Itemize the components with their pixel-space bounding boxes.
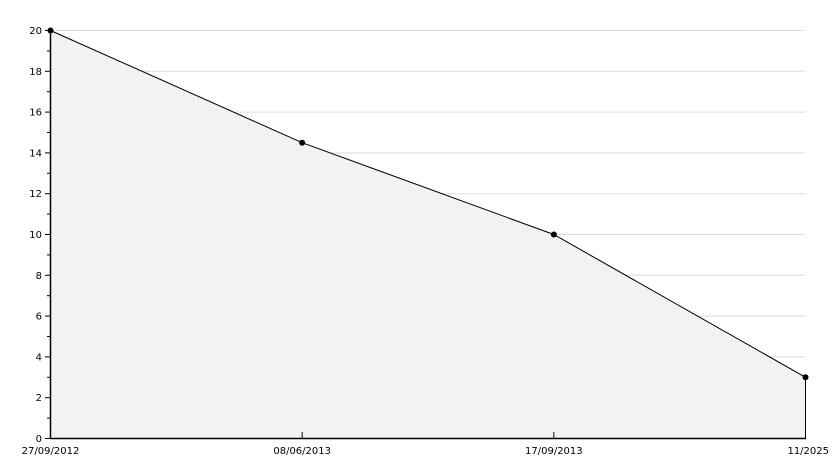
y-tick-label: 4 [36,352,42,363]
x-tick-label: 17/09/2013 [525,446,583,457]
y-tick-label: 20 [29,26,42,37]
y-tick-label: 16 [29,108,42,119]
y-axis: 0 2 4 6 8 10 12 14 16 18 20 [29,26,52,445]
x-tick-label: 11/2025 [787,446,829,457]
y-tick-label: 0 [36,434,42,445]
y-tick-label: 10 [29,230,42,241]
y-tick-label: 2 [36,393,42,404]
y-tick-label: 12 [29,189,42,200]
x-tick-label: 08/06/2013 [273,446,331,457]
data-point [550,231,557,238]
area-fill [50,30,806,438]
data-point [802,374,809,381]
data-markers [47,27,809,381]
data-point [47,27,54,34]
y-tick-label: 14 [29,148,42,159]
y-tick-label: 8 [36,271,42,282]
y-tick-label: 6 [36,312,42,323]
x-axis: 27/09/2012 08/06/2013 17/09/2013 11/2025 [22,432,829,457]
y-tick-label: 18 [29,67,42,78]
x-tick-label: 27/09/2012 [22,446,80,457]
data-point [299,139,306,146]
